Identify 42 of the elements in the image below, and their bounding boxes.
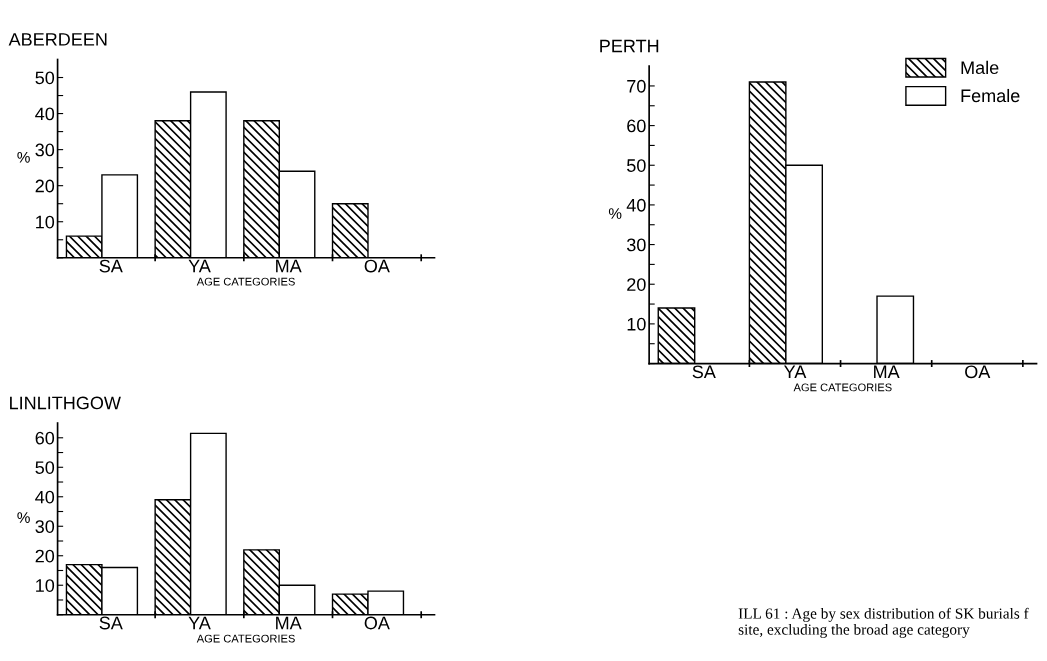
x-axis-title: AGE CATEGORIES xyxy=(793,383,892,392)
chart-title: PERTH xyxy=(600,39,659,53)
chart-title: LINLITHGOW xyxy=(10,396,121,410)
text: ILL 61 : Age by sex distribution of SK burials f site, excluding the broad age category xyxy=(738,607,1029,638)
legend-label: Male xyxy=(961,60,999,75)
x-tick-label: MA xyxy=(276,259,302,273)
x-tick-label: OA xyxy=(965,365,991,379)
y-tick-label: 50 xyxy=(627,159,646,172)
chart-title: ABERDEEN xyxy=(8,33,107,46)
y-axis-title: % xyxy=(608,208,622,219)
x-tick-label: YA xyxy=(784,365,807,379)
y-tick-label: 30 xyxy=(626,238,646,252)
y-tick-label: 20 xyxy=(35,179,55,193)
x-tick-label: MA xyxy=(874,365,900,379)
y-tick-label: 10 xyxy=(627,317,646,331)
legend-label: Female xyxy=(961,88,1020,103)
x-tick-label: YA xyxy=(188,616,211,630)
y-tick-label: 40 xyxy=(35,107,55,121)
y-tick-label: 60 xyxy=(35,431,55,445)
y-tick-label: 20 xyxy=(627,278,646,291)
y-axis-title: % xyxy=(17,151,30,163)
y-axis-title: % xyxy=(17,512,30,523)
y-tick-label: 50 xyxy=(35,71,55,85)
y-tick-label: 20 xyxy=(35,549,55,563)
y-tick-label: 10 xyxy=(36,579,55,592)
x-tick-label: OA xyxy=(364,259,390,273)
x-tick-label: SA xyxy=(99,616,123,630)
x-tick-label: SA xyxy=(99,259,123,273)
x-tick-label: MA xyxy=(276,616,302,630)
x-tick-label: SA xyxy=(692,365,716,379)
y-tick-label: 70 xyxy=(627,79,646,93)
y-tick-label: 40 xyxy=(626,198,646,212)
x-tick-label: YA xyxy=(188,259,211,273)
y-tick-label: 60 xyxy=(627,119,646,133)
y-tick-label: 50 xyxy=(35,461,55,474)
y-tick-label: 40 xyxy=(35,490,55,504)
y-tick-label: 30 xyxy=(35,143,55,157)
x-tick-label: OA xyxy=(364,616,390,630)
y-tick-label: 10 xyxy=(36,215,55,229)
x-axis-title: AGE CATEGORIES xyxy=(196,634,295,643)
y-tick-label: 30 xyxy=(35,520,55,533)
x-axis-title: AGE CATEGORIES xyxy=(196,277,295,286)
